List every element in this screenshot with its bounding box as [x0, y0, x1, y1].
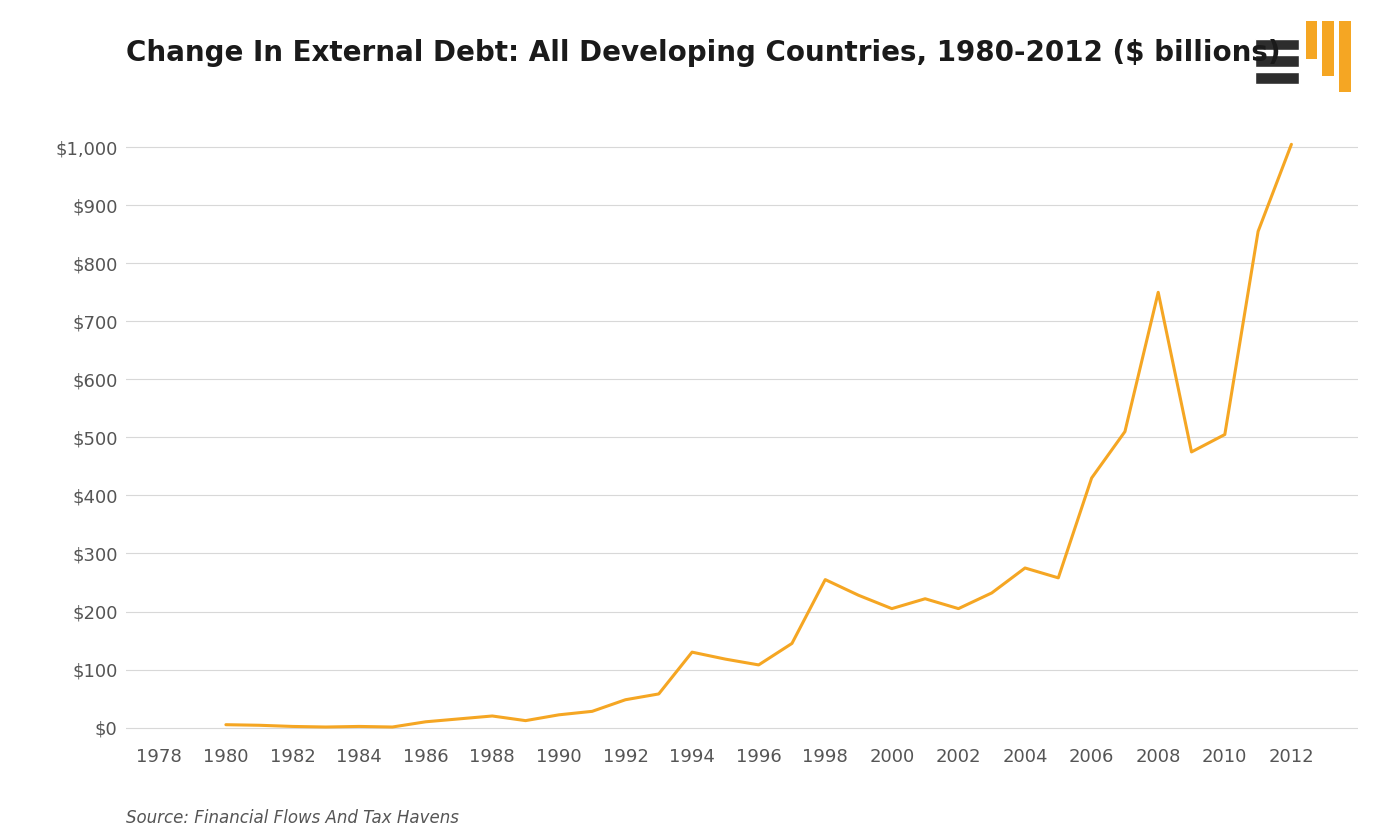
Text: Source: Financial Flows And Tax Havens: Source: Financial Flows And Tax Havens	[126, 809, 459, 827]
Text: Change In External Debt: All Developing Countries, 1980-2012 ($ billions): Change In External Debt: All Developing …	[126, 39, 1281, 67]
FancyBboxPatch shape	[1322, 21, 1334, 76]
FancyBboxPatch shape	[1254, 39, 1299, 50]
FancyBboxPatch shape	[1338, 21, 1351, 92]
FancyBboxPatch shape	[1254, 72, 1299, 84]
FancyBboxPatch shape	[1305, 21, 1317, 59]
FancyBboxPatch shape	[1254, 55, 1299, 67]
